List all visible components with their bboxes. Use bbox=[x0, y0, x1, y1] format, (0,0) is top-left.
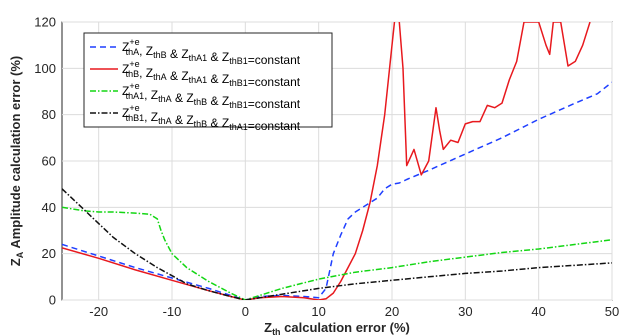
x-tick-label: 10 bbox=[311, 304, 325, 319]
y-axis-label: ZA Amplitude calculation error (%) bbox=[8, 56, 25, 266]
y-tick-label: 120 bbox=[34, 15, 56, 30]
series-zthA1-line bbox=[62, 206, 612, 300]
y-tick-label: 100 bbox=[34, 61, 56, 76]
series-zthB-legend-label: Z+e thB, ZthA & ZthA1 & ZthB1=constant bbox=[122, 59, 301, 89]
legend-box bbox=[83, 32, 333, 128]
y-tick-label: 80 bbox=[42, 107, 56, 122]
y-tick-label: 40 bbox=[42, 200, 56, 215]
x-tick-label: 30 bbox=[458, 304, 472, 319]
series-group bbox=[62, 22, 612, 300]
series-zthB1-legend-label: Z+e thB1, ZthA & ZthB & ZthA1=constant bbox=[122, 103, 301, 133]
x-tick-label: 20 bbox=[385, 304, 399, 319]
series-zthB1-line bbox=[62, 188, 612, 300]
x-tick-label: -10 bbox=[163, 304, 182, 319]
series-zthA-legend-label: Z+e thA, ZthB & ZthA1 & ZthB1=constant bbox=[122, 37, 301, 67]
x-tick-label: 40 bbox=[531, 304, 545, 319]
series-zthA1-legend-label: Z+e thA1, ZthA & ZthB & ZthB1=constant bbox=[122, 81, 301, 111]
x-tick-label: 0 bbox=[242, 304, 249, 319]
legend: Z+e thA, ZthB & ZthA1 & ZthB1=constantZ+e… bbox=[83, 32, 333, 133]
x-tick-label: 50 bbox=[605, 304, 619, 319]
y-tick-label: 60 bbox=[42, 154, 56, 169]
x-axis-label: Zth calculation error (%) bbox=[264, 320, 410, 336]
y-tick-label: 20 bbox=[42, 246, 56, 261]
tick-labels: -20 -10 0 10 20 30 40 50 0 20 40 60 80 100 120 bbox=[34, 15, 619, 320]
y-tick-label: 0 bbox=[49, 293, 56, 308]
x-tick-label: -20 bbox=[89, 304, 108, 319]
series-zthB-line bbox=[62, 22, 591, 300]
series-zthA-line bbox=[62, 81, 612, 300]
